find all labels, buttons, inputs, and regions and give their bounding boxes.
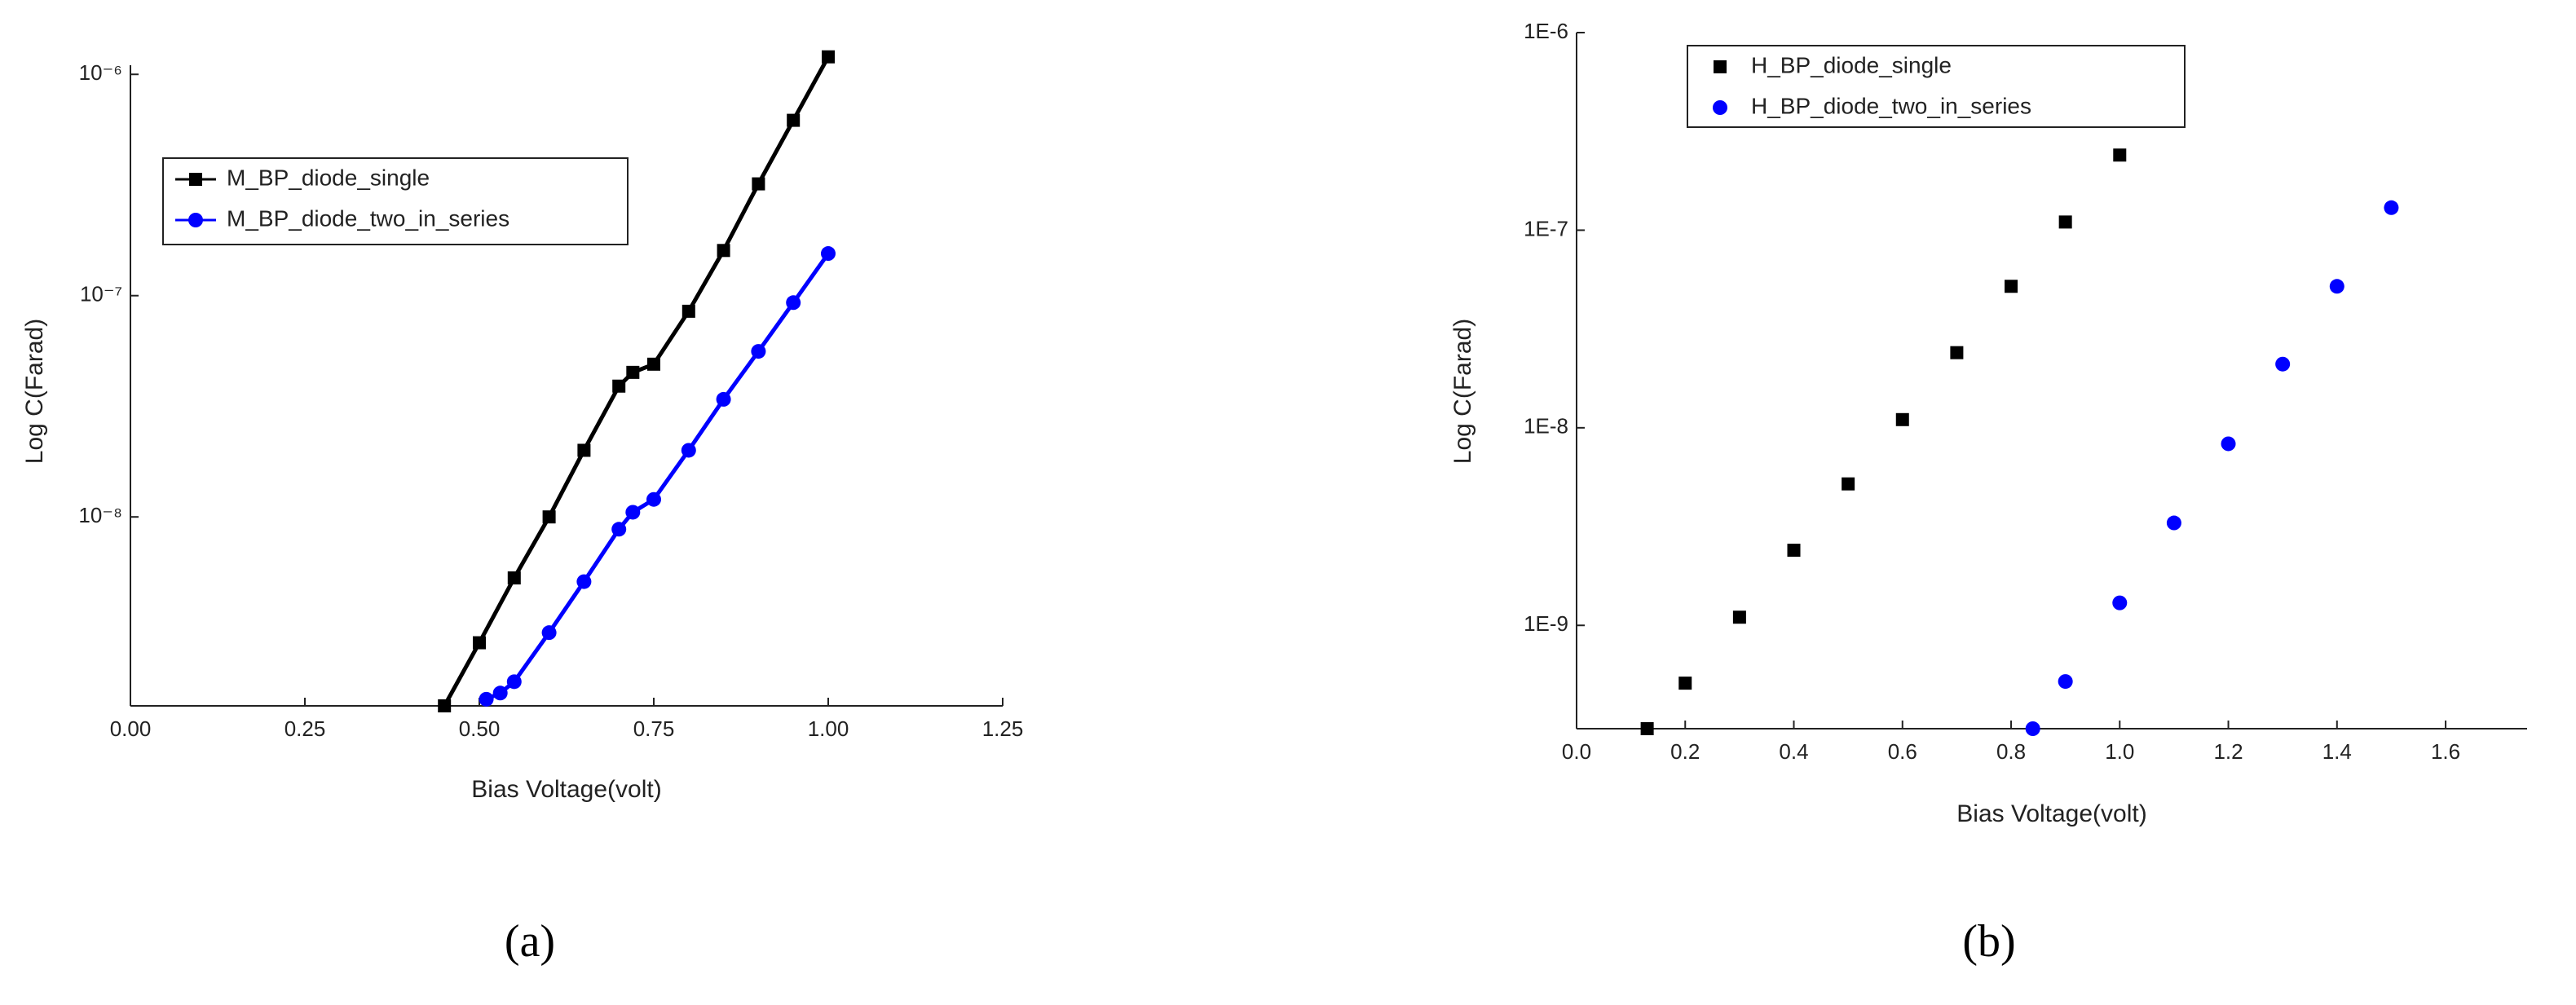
marker xyxy=(1640,722,1654,735)
marker xyxy=(717,244,730,258)
marker xyxy=(821,246,836,262)
legend-box xyxy=(1687,45,2186,128)
marker xyxy=(626,365,640,379)
marker xyxy=(2058,215,2072,229)
marker xyxy=(1787,544,1801,558)
marker xyxy=(681,304,695,318)
x-tick-label: 1.0 xyxy=(2105,739,2134,764)
marker xyxy=(577,443,591,457)
y-tick-label: 10⁻⁸ xyxy=(78,503,122,527)
x-tick-label: 0.6 xyxy=(1888,739,1917,764)
marker xyxy=(479,691,494,707)
legend-marker xyxy=(1713,100,1727,115)
x-tick-label: 0.4 xyxy=(1779,739,1808,764)
y-axis-label: Log C(Farad) xyxy=(21,319,48,464)
x-axis-label: Bias Voltage(volt) xyxy=(1956,800,2146,827)
marker xyxy=(1950,346,1964,359)
x-tick-label: 1.2 xyxy=(2213,739,2243,764)
y-tick-label: 1E-8 xyxy=(1524,414,1568,439)
marker xyxy=(506,674,522,690)
marker xyxy=(2112,595,2128,610)
marker xyxy=(2058,674,2073,690)
legend-box xyxy=(162,157,629,245)
marker xyxy=(1842,477,1855,491)
y-tick-label: 1E-9 xyxy=(1524,611,1568,636)
legend-marker xyxy=(189,173,202,186)
legend-marker xyxy=(188,213,203,227)
marker xyxy=(2221,436,2236,452)
y-tick-label: 10⁻⁶ xyxy=(79,60,122,85)
x-tick-label: 0.2 xyxy=(1670,739,1700,764)
legend-label: H_BP_diode_two_in_series xyxy=(1751,93,2031,118)
marker xyxy=(2329,279,2344,294)
marker xyxy=(542,510,556,524)
y-tick-label: 1E-7 xyxy=(1524,216,1568,240)
x-tick-label: 0.25 xyxy=(285,716,326,741)
legend-label: H_BP_diode_single xyxy=(1751,52,1952,77)
legend-label: M_BP_diode_two_in_series xyxy=(227,205,509,231)
y-tick-label: 10⁻⁷ xyxy=(80,282,122,306)
marker xyxy=(787,113,801,127)
marker xyxy=(716,391,731,407)
x-tick-label: 0.00 xyxy=(110,716,152,741)
marker xyxy=(492,685,508,701)
marker xyxy=(1895,412,1909,426)
x-tick-label: 1.4 xyxy=(2322,739,2352,764)
marker xyxy=(2005,280,2018,293)
marker xyxy=(625,505,641,520)
marker xyxy=(2113,148,2127,162)
x-tick-label: 1.6 xyxy=(2431,739,2460,764)
caption: (b) xyxy=(1962,916,2015,967)
series-line xyxy=(443,55,831,707)
marker xyxy=(751,344,766,359)
marker xyxy=(822,50,835,64)
legend-label: M_BP_diode_single xyxy=(227,165,430,190)
x-tick-label: 0.8 xyxy=(1996,739,2026,764)
y-axis-label: Log C(Farad) xyxy=(1449,319,1476,464)
marker xyxy=(681,443,696,458)
marker xyxy=(1732,610,1746,624)
x-tick-label: 1.00 xyxy=(808,716,849,741)
x-tick-label: 0.75 xyxy=(633,716,675,741)
marker xyxy=(646,491,661,507)
x-tick-label: 0.0 xyxy=(1562,739,1591,764)
marker xyxy=(2166,515,2181,531)
marker xyxy=(752,177,765,191)
x-tick-label: 0.50 xyxy=(459,716,501,741)
marker xyxy=(647,357,660,371)
marker xyxy=(611,522,627,537)
y-tick-label: 1E-6 xyxy=(1524,19,1568,43)
marker xyxy=(2025,721,2040,736)
marker xyxy=(786,295,801,311)
x-axis-label: Bias Voltage(volt) xyxy=(471,776,661,803)
marker xyxy=(473,636,486,650)
marker xyxy=(1678,677,1692,690)
marker xyxy=(2275,356,2291,372)
marker xyxy=(438,699,452,712)
legend-marker xyxy=(1714,60,1727,73)
marker xyxy=(2384,200,2399,215)
series-line xyxy=(485,252,831,702)
marker xyxy=(507,571,521,585)
marker xyxy=(576,574,592,589)
x-tick-label: 1.25 xyxy=(982,716,1024,741)
caption: (a) xyxy=(505,916,555,967)
marker xyxy=(541,625,557,641)
marker xyxy=(612,379,626,393)
